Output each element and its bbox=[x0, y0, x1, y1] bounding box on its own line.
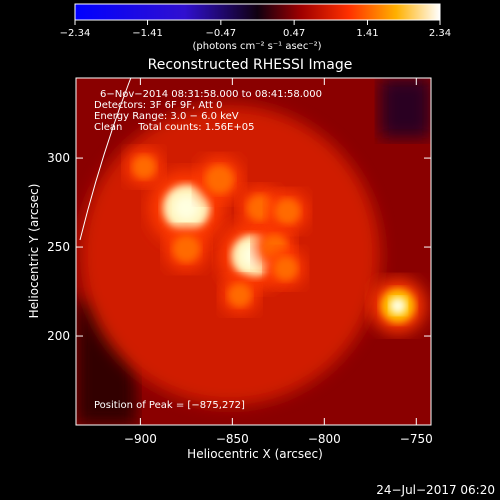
colorbar-tick-label: −1.41 bbox=[132, 28, 163, 39]
x-tick-label: −900 bbox=[124, 432, 157, 446]
x-tick-label: −800 bbox=[308, 432, 341, 446]
source-core bbox=[132, 155, 156, 179]
y-tick-label: 200 bbox=[47, 329, 70, 343]
y-axis-ticks: 200 250 300 bbox=[47, 151, 431, 343]
detectors-text: Detectors: 3F 6F 9F, Att 0 bbox=[94, 100, 222, 111]
source-peak bbox=[389, 297, 407, 315]
colorbar-tick-label: 1.41 bbox=[356, 28, 378, 39]
heatmap-dark-edge bbox=[380, 78, 431, 138]
sources-layer bbox=[125, 147, 426, 334]
source-core bbox=[172, 235, 201, 263]
solar-limb-arc bbox=[79, 78, 132, 241]
source-core bbox=[274, 198, 301, 225]
colorbar bbox=[74, 3, 441, 21]
source-core bbox=[273, 256, 298, 281]
y-axis-label: Heliocentric Y (arcsec) bbox=[27, 184, 41, 319]
colorbar-tick-label: −2.34 bbox=[60, 28, 91, 39]
x-tick-label: −850 bbox=[216, 432, 249, 446]
x-tick-label: −750 bbox=[400, 432, 433, 446]
y-tick-label: 300 bbox=[47, 151, 70, 165]
colorbar-tick-label: 2.34 bbox=[429, 28, 451, 39]
source-peak bbox=[174, 196, 199, 220]
colorbar-label: (photons cm⁻² s⁻¹ asec⁻²) bbox=[192, 41, 321, 52]
x-axis-label: Heliocentric X (arcsec) bbox=[187, 447, 323, 461]
clean-counts-text: Clean Total counts: 1.56E+05 bbox=[94, 122, 254, 133]
colorbar-ticks: −2.34 −1.41 −0.47 0.47 1.41 2.34 bbox=[60, 20, 451, 39]
time-range-text: 6−Nov−2014 08:31:58.000 to 08:41:58.000 bbox=[100, 89, 322, 100]
chart-title: Reconstructed RHESSI Image bbox=[148, 57, 353, 73]
colorbar-tick-label: 0.47 bbox=[283, 28, 305, 39]
source-core bbox=[246, 194, 274, 222]
plot-frame bbox=[75, 77, 432, 426]
source-core bbox=[205, 165, 234, 194]
heatmap-image bbox=[76, 78, 431, 425]
x-axis-ticks: −900 −850 −800 −750 bbox=[124, 78, 433, 446]
source-core bbox=[227, 283, 252, 307]
footer-timestamp: 24−Jul−2017 06:20 bbox=[376, 483, 495, 497]
peak-position-text: Position of Peak = [−875,272] bbox=[94, 400, 245, 411]
colorbar-tick-label: −0.47 bbox=[206, 28, 237, 39]
energy-range-text: Energy Range: 3.0 − 6.0 keV bbox=[94, 111, 239, 122]
y-tick-label: 250 bbox=[47, 240, 70, 254]
